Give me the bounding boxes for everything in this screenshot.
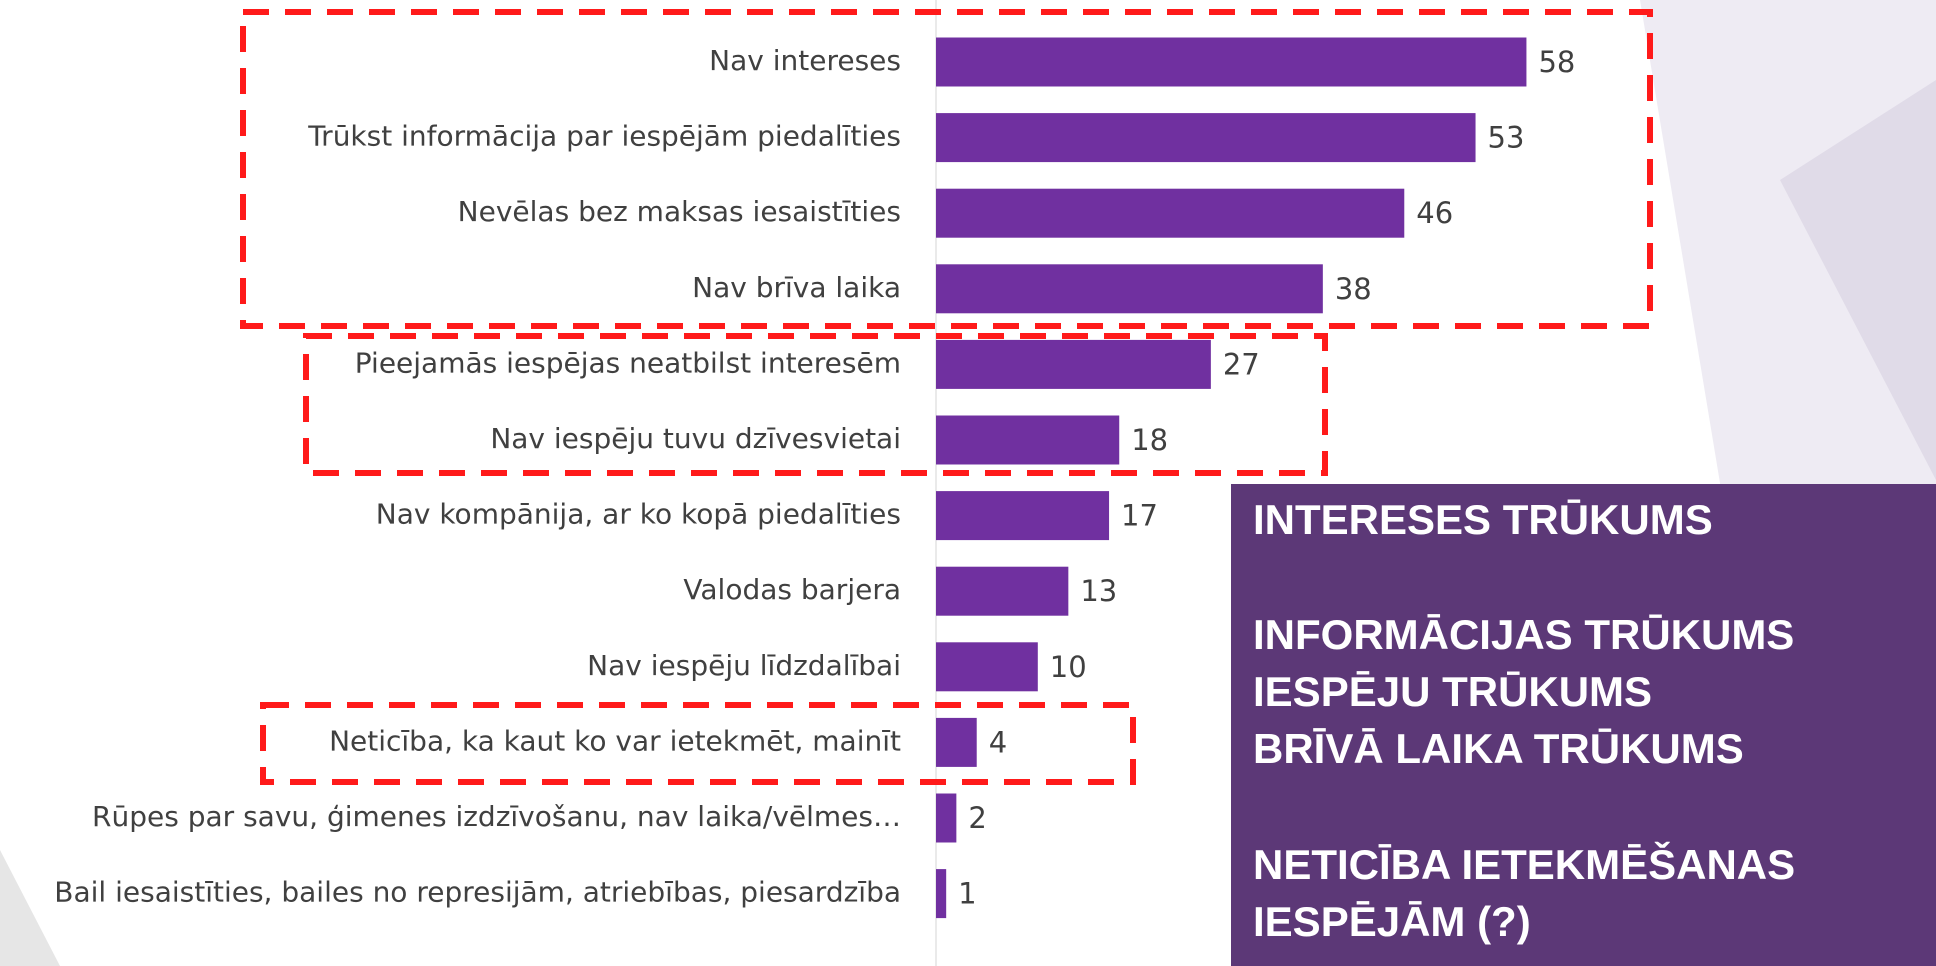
value-label: 53 xyxy=(1488,121,1525,155)
summary-line: NETICĪBA IETEKMĒŠANAS xyxy=(1253,840,1795,888)
summary-line: IESPĒJU TRŪKUMS xyxy=(1253,668,1652,715)
bar xyxy=(936,717,977,767)
value-label: 27 xyxy=(1223,347,1260,381)
value-label: 1 xyxy=(958,877,976,911)
bar xyxy=(936,566,1069,616)
highlight-box xyxy=(240,9,1653,329)
category-label: Nevēlas bez maksas iesaistīties xyxy=(458,195,901,228)
value-label: 38 xyxy=(1335,272,1372,306)
bar xyxy=(936,869,947,919)
bar xyxy=(936,113,1476,163)
category-label: Nav kompānija, ar ko kopā piedalīties xyxy=(376,498,901,531)
value-label: 4 xyxy=(989,725,1007,759)
value-label: 13 xyxy=(1080,574,1117,608)
highlight-box xyxy=(303,333,1328,476)
summary-line: INTERESES TRŪKUMS xyxy=(1253,496,1713,543)
bar xyxy=(936,491,1110,541)
bar xyxy=(936,37,1527,87)
summary-panel xyxy=(1231,484,1936,966)
bar xyxy=(936,264,1323,314)
value-label: 17 xyxy=(1121,499,1158,533)
category-label: Nav iespēju tuvu dzīvesvietai xyxy=(490,422,901,455)
category-label: Rūpes par savu, ģimenes izdzīvošanu, nav… xyxy=(92,800,901,833)
value-label: 18 xyxy=(1131,423,1168,457)
category-label: Nav intereses xyxy=(709,44,901,77)
bar xyxy=(936,642,1038,692)
summary-text: INTERESES TRŪKUMS INFORMĀCIJAS TRŪKUMS IES… xyxy=(1253,496,1795,945)
bars: Nav intereses 58 Trūkst informācija par ie… xyxy=(54,37,1575,919)
bar xyxy=(936,415,1120,465)
value-label: 10 xyxy=(1050,650,1087,684)
bar xyxy=(936,793,957,843)
decor-shape xyxy=(0,850,60,966)
bar xyxy=(936,188,1405,238)
category-label: Pieejamās iespējas neatbilst interesēm xyxy=(355,346,901,379)
summary-line: INFORMĀCIJAS TRŪKUMS xyxy=(1253,611,1794,658)
category-label: Neticība, ka kaut ko var ietekmēt, mainī… xyxy=(329,724,901,757)
value-label: 58 xyxy=(1538,45,1575,79)
category-label: Nav brīva laika xyxy=(692,271,901,304)
value-label: 2 xyxy=(968,801,986,835)
bar xyxy=(936,339,1211,389)
highlight-box xyxy=(260,702,1136,785)
decor-shape xyxy=(1780,80,1936,480)
category-label: Bail iesaistīties, bailes no represijām,… xyxy=(54,876,901,909)
category-label: Valodas barjera xyxy=(683,573,901,606)
category-label: Trūkst informācija par iespējām piedalīt… xyxy=(307,120,901,153)
summary-line: BRĪVĀ LAIKA TRŪKUMS xyxy=(1253,725,1744,772)
category-label: Nav iespēju līdzdalībai xyxy=(587,649,901,682)
summary-line: IESPĒJĀM (?) xyxy=(1253,898,1531,945)
value-label: 46 xyxy=(1416,196,1453,230)
